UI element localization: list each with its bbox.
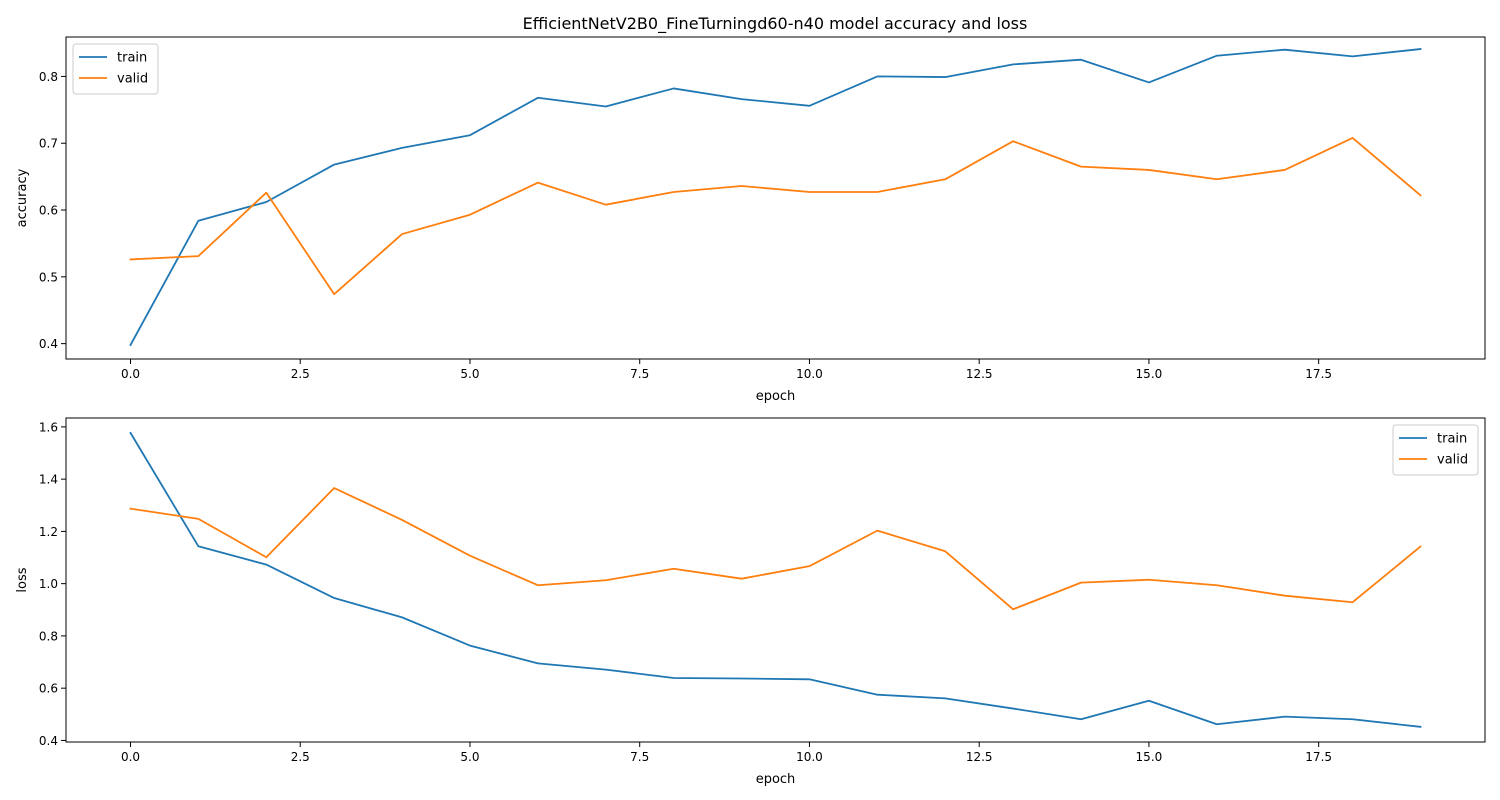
loss-xtick-label: 2.5 <box>291 750 310 764</box>
accuracy-xtick-label: 12.5 <box>966 367 993 381</box>
accuracy-yaxis-label: accuracy <box>15 168 30 227</box>
accuracy-ytick-label: 0.6 <box>39 204 58 218</box>
accuracy-xaxis-label: epoch <box>756 389 796 404</box>
loss-ytick-label: 1.6 <box>39 420 58 434</box>
loss-xaxis-label: epoch <box>756 772 796 787</box>
accuracy-ytick-label: 0.5 <box>39 270 58 284</box>
loss-xtick-label: 5.0 <box>460 750 479 764</box>
loss-legend-valid-label: valid <box>1437 453 1468 468</box>
accuracy-legend: train valid <box>72 43 159 95</box>
accuracy-xtick-label: 7.5 <box>630 367 649 381</box>
loss-ytick-label: 0.6 <box>39 682 58 696</box>
loss-ytick-label: 0.4 <box>39 734 58 748</box>
figure-title: EfficientNetV2B0_FineTurningd60-n40 mode… <box>523 14 1028 34</box>
loss-axes-frame <box>65 417 1486 743</box>
loss-ytick-label: 1.0 <box>39 577 58 591</box>
loss-series-train-line <box>129 431 1422 728</box>
loss-xtick-label: 7.5 <box>630 750 649 764</box>
loss-legend: train valid <box>1392 424 1479 476</box>
accuracy-xtick-label: 15.0 <box>1136 367 1163 381</box>
loss-subplot: 0.0 2.5 5.0 7.5 10.0 12.5 15.0 17.5 0.4 0.6 0.8 1.0… <box>15 417 1486 787</box>
accuracy-ytick-label: 0.7 <box>39 137 58 151</box>
accuracy-xtick-label: 10.0 <box>796 367 823 381</box>
accuracy-subplot: 0.0 2.5 5.0 7.5 10.0 12.5 15.0 17.5 0.4 0.5 0.6 0.7… <box>15 36 1486 404</box>
accuracy-xtick-label: 2.5 <box>291 367 310 381</box>
loss-ytick-label: 1.4 <box>39 473 58 487</box>
accuracy-series-valid-line <box>129 136 1422 296</box>
loss-series-valid-line <box>129 487 1422 611</box>
loss-xtick-label: 12.5 <box>966 750 993 764</box>
accuracy-xtick-label: 0.0 <box>121 367 140 381</box>
accuracy-ytick-label: 0.4 <box>39 337 58 351</box>
accuracy-axes-frame <box>65 36 1486 360</box>
loss-yaxis-label: loss <box>15 567 30 592</box>
loss-ytick-label: 0.8 <box>39 629 58 643</box>
loss-xtick-label: 0.0 <box>121 750 140 764</box>
accuracy-legend-valid-label: valid <box>117 72 148 87</box>
accuracy-legend-train-label: train <box>117 51 147 66</box>
accuracy-xtick-label: 17.5 <box>1305 367 1332 381</box>
loss-xtick-label: 15.0 <box>1136 750 1163 764</box>
accuracy-xtick-label: 5.0 <box>460 367 479 381</box>
loss-xtick-label: 10.0 <box>796 750 823 764</box>
loss-ytick-label: 1.2 <box>39 525 58 539</box>
loss-xtick-label: 17.5 <box>1305 750 1332 764</box>
accuracy-ytick-label: 0.8 <box>39 70 58 84</box>
loss-legend-train-label: train <box>1437 432 1467 447</box>
accuracy-series-train-line <box>129 48 1422 347</box>
